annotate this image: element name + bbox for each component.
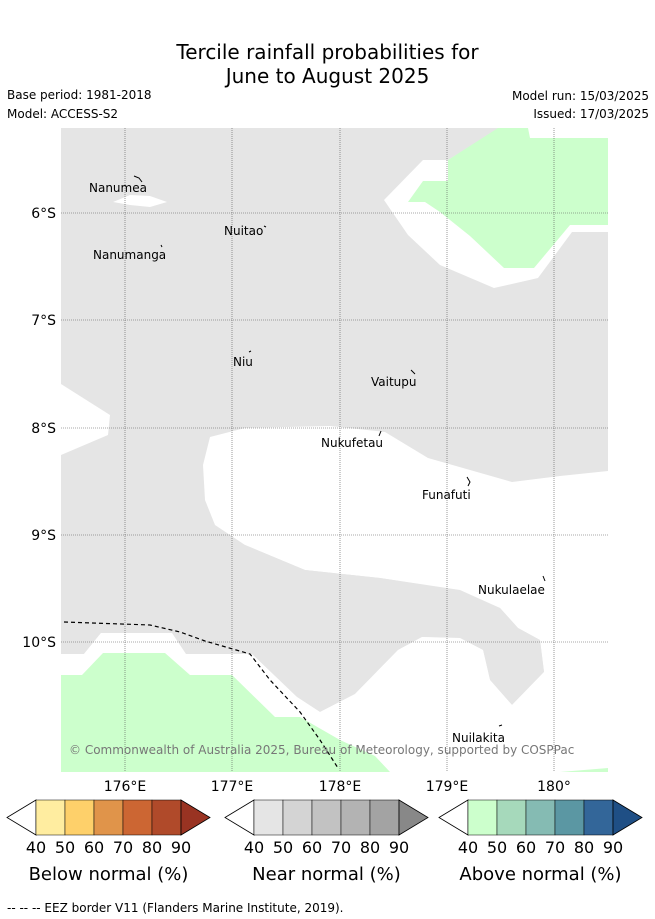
lat-tick-7s: 7°S bbox=[31, 313, 56, 329]
above-normal-swatch-2 bbox=[496, 799, 527, 836]
below-normal-swatch-3 bbox=[93, 799, 124, 836]
place-nukulaelae: Nukulaelae bbox=[478, 583, 545, 597]
above-normal-tick-label: 90 bbox=[603, 838, 623, 857]
place-nukufetau: Nukufetau bbox=[321, 436, 383, 450]
below-normal-colorbar-title: Below normal (%) bbox=[29, 864, 189, 885]
colorbar-legends: 40 50 60 70 80 90 Below normal (%) 40 50 60 70 80 90… bbox=[6, 799, 643, 885]
near-normal-tick-label: 90 bbox=[389, 838, 409, 857]
near-normal-tick-label: 40 bbox=[244, 838, 264, 857]
below-normal-swatch-high bbox=[180, 799, 211, 836]
model-name: Model: ACCESS-S2 bbox=[7, 107, 119, 121]
place-nuilakita: Nuilakita bbox=[452, 731, 505, 745]
above-normal-colorbar-title: Above normal (%) bbox=[459, 864, 621, 885]
place-nanumanga: Nanumanga bbox=[93, 248, 166, 262]
model-run: Model run: 15/03/2025 bbox=[511, 89, 649, 103]
below-normal-tick-label: 40 bbox=[26, 838, 46, 857]
lat-tick-6s: 6°S bbox=[31, 206, 56, 222]
island-vaitupu bbox=[410, 369, 416, 375]
no-signal-region-nanumea bbox=[113, 195, 167, 207]
below-normal-tick-label: 90 bbox=[171, 838, 191, 857]
below-normal-colorbar: 40 50 60 70 80 90 Below normal (%) bbox=[6, 799, 211, 885]
near-normal-swatch-3 bbox=[311, 799, 342, 836]
below-normal-swatch-1 bbox=[35, 799, 66, 836]
island-niu bbox=[248, 350, 252, 353]
above-normal-swatch-3 bbox=[525, 799, 556, 836]
title-line-2: June to August 2025 bbox=[225, 64, 430, 88]
island-nuilakita bbox=[498, 724, 503, 727]
below-normal-swatch-4 bbox=[122, 799, 153, 836]
near-normal-swatch-4 bbox=[340, 799, 371, 836]
above-normal-tick-label: 80 bbox=[574, 838, 594, 857]
above-normal-tick-label: 60 bbox=[516, 838, 536, 857]
map-title: Tercile rainfall probabilities for June … bbox=[0, 40, 655, 88]
eez-footnote: -- -- -- EEZ border V11 (Flanders Marine… bbox=[7, 901, 344, 915]
place-niu: Niu bbox=[233, 355, 253, 369]
above-normal-tick-label: 50 bbox=[487, 838, 507, 857]
near-normal-colorbar-title: Near normal (%) bbox=[252, 864, 401, 885]
near-normal-tick-label: 50 bbox=[273, 838, 293, 857]
island-nanumanga bbox=[160, 244, 163, 248]
island-nukulaelae bbox=[542, 575, 546, 582]
above-normal-swatch-high bbox=[612, 799, 643, 836]
island-funafuti bbox=[466, 476, 471, 487]
base-period: Base period: 1981-2018 bbox=[7, 88, 152, 102]
above-normal-swatch-4 bbox=[554, 799, 585, 836]
lat-tick-10s: 10°S bbox=[22, 635, 56, 651]
eez-border bbox=[63, 621, 339, 769]
issued-date: Issued: 17/03/2025 bbox=[533, 107, 649, 121]
island-nukufetau bbox=[378, 430, 382, 437]
near-normal-tick-label: 60 bbox=[302, 838, 322, 857]
below-normal-tick-label: 60 bbox=[84, 838, 104, 857]
above-normal-swatch-low bbox=[438, 799, 469, 836]
island-nuitao bbox=[263, 225, 267, 228]
lon-tick-179e: 179°E bbox=[426, 779, 469, 795]
below-normal-tick-label: 80 bbox=[142, 838, 162, 857]
near-normal-tick-label: 70 bbox=[331, 838, 351, 857]
place-nuitao: Nuitao bbox=[224, 224, 263, 238]
place-nanumea: Nanumea bbox=[89, 181, 147, 195]
graticule bbox=[61, 128, 608, 772]
near-normal-swatch-1 bbox=[253, 799, 284, 836]
lon-tick-176e: 176°E bbox=[104, 779, 147, 795]
lat-tick-8s: 8°S bbox=[31, 421, 56, 437]
near-normal-swatch-high bbox=[398, 799, 429, 836]
above-normal-swatch-5 bbox=[583, 799, 614, 836]
island-marks bbox=[133, 175, 546, 727]
near-normal-swatch-5 bbox=[369, 799, 400, 836]
lon-tick-177e: 177°E bbox=[211, 779, 254, 795]
below-normal-swatch-2 bbox=[64, 799, 95, 836]
no-signal-region-west bbox=[61, 384, 110, 455]
near-normal-region-south bbox=[172, 540, 544, 712]
above-normal-region-northeast bbox=[408, 128, 608, 268]
near-normal-colorbar: 40 50 60 70 80 90 Near normal (%) bbox=[224, 799, 429, 885]
above-normal-tick-label: 70 bbox=[545, 838, 565, 857]
lon-tick-180: 180° bbox=[537, 779, 571, 795]
below-normal-swatch-low bbox=[6, 799, 37, 836]
below-normal-tick-label: 50 bbox=[55, 838, 75, 857]
place-funafuti: Funafuti bbox=[422, 488, 471, 502]
lat-tick-9s: 9°S bbox=[31, 528, 56, 544]
below-normal-swatch-5 bbox=[151, 799, 182, 836]
near-normal-swatch-2 bbox=[282, 799, 313, 836]
above-normal-region-southeast bbox=[560, 768, 608, 772]
above-normal-colorbar: 40 50 60 70 80 90 Above normal (%) bbox=[438, 799, 643, 885]
above-normal-region-southwest bbox=[61, 653, 390, 772]
copyright-notice: © Commonwealth of Australia 2025, Bureau… bbox=[69, 743, 574, 757]
lon-tick-178e: 178°E bbox=[319, 779, 362, 795]
above-normal-tick-label: 40 bbox=[458, 838, 478, 857]
above-normal-swatch-1 bbox=[467, 799, 498, 836]
near-normal-swatch-low bbox=[224, 799, 255, 836]
place-vaitupu: Vaitupu bbox=[371, 375, 417, 389]
title-line-1: Tercile rainfall probabilities for bbox=[176, 40, 479, 64]
below-normal-tick-label: 70 bbox=[113, 838, 133, 857]
near-normal-tick-label: 80 bbox=[360, 838, 380, 857]
island-nanumea bbox=[133, 175, 143, 183]
